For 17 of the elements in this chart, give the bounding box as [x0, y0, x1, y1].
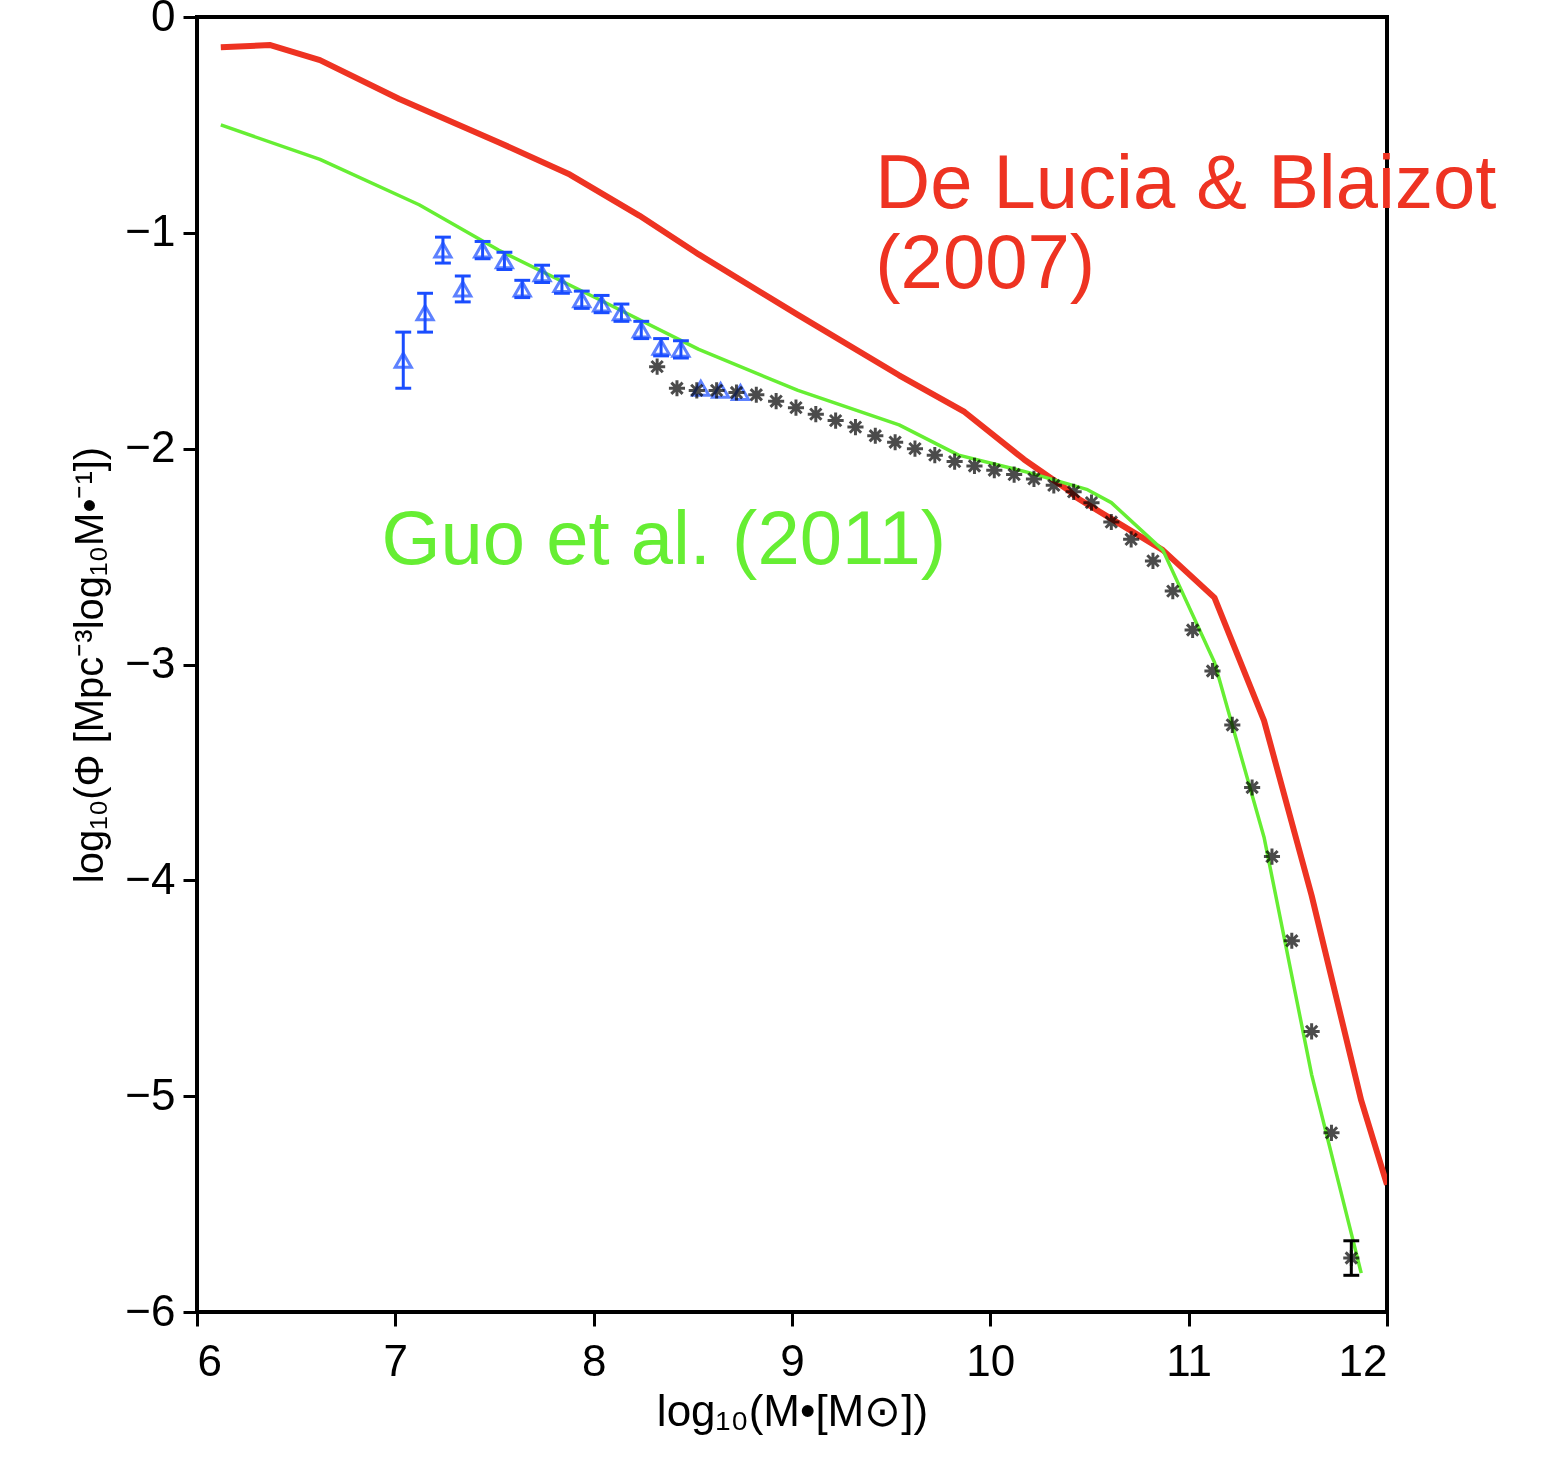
y-tick-label: −6: [125, 1285, 176, 1335]
y-tick-label: −5: [125, 1069, 176, 1119]
y-axis-title: log₁₀(Φ [Mpc⁻³log₁₀M•⁻¹]): [67, 446, 112, 884]
series-label: Guo et al. (2011): [381, 495, 947, 581]
x-tick-label: 11: [1166, 1335, 1213, 1385]
y-tick-label: 0: [151, 0, 176, 40]
x-tick-label: 10: [966, 1335, 1016, 1385]
y-tick-label: −2: [125, 422, 176, 472]
x-tick-label: 12: [1338, 1335, 1388, 1385]
x-axis-title: log₁₀(M•[M⊙]): [656, 1385, 929, 1435]
x-tick-label: 7: [383, 1335, 409, 1385]
x-tick-label: 9: [780, 1335, 805, 1385]
y-tick-label: −4: [125, 853, 176, 903]
x-tick-label: 6: [197, 1335, 222, 1385]
y-tick-label: −3: [125, 638, 176, 687]
y-tick-label: −1: [125, 206, 176, 256]
x-tick-label: 8: [581, 1335, 607, 1385]
